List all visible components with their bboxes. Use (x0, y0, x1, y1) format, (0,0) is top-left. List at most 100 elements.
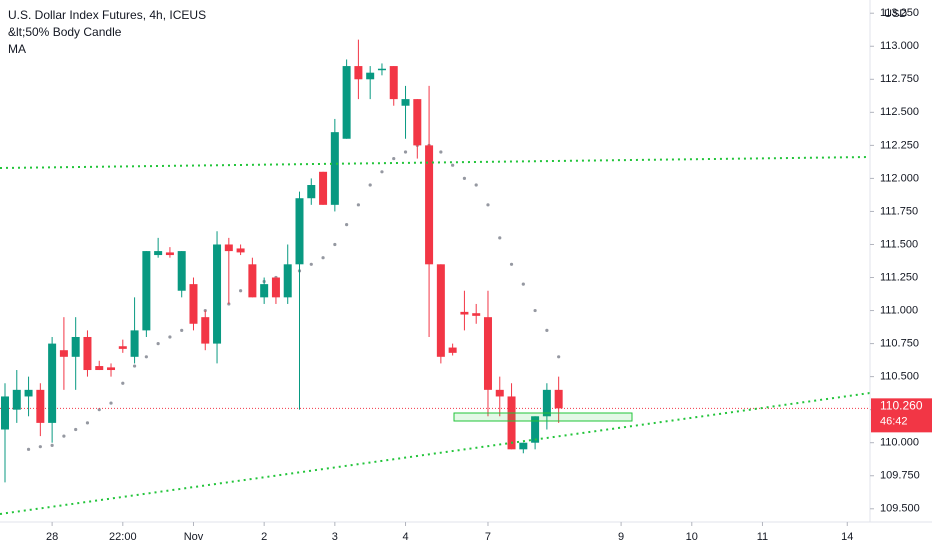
candle-body (213, 244, 222, 344)
ma-dot (545, 328, 549, 332)
y-tick-label: 110.750 (880, 338, 919, 350)
ma-dot (509, 262, 514, 266)
candle-body (483, 317, 492, 390)
trendline-upper (0, 156, 871, 169)
ma-dot (392, 156, 396, 161)
candle-body (319, 171, 328, 205)
indicator-label: &lt;50% Body Candle (8, 25, 122, 39)
ma-dot (451, 163, 455, 167)
ma-dot (356, 203, 360, 207)
x-tick-label: 14 (841, 531, 853, 543)
ma-dot (486, 203, 490, 207)
x-tick-label: 11 (757, 531, 768, 543)
ma-dot (144, 355, 148, 359)
candle-body (283, 264, 292, 298)
candle-body (531, 416, 540, 443)
candle-body (460, 311, 469, 315)
x-tick-label: 4 (402, 531, 408, 543)
y-tick-label: 112.750 (880, 73, 919, 85)
ma-dot (50, 443, 54, 447)
candle-body (354, 66, 363, 80)
ma-dot (74, 427, 78, 432)
ma-dot (85, 421, 90, 425)
ma-dot (403, 150, 408, 154)
candle-body (271, 277, 280, 298)
ma-dot (97, 408, 101, 412)
support-zone (453, 412, 633, 422)
last-price-box (871, 398, 932, 433)
candle-body (342, 66, 351, 139)
candle-body (71, 336, 80, 357)
ma-dot (474, 183, 478, 187)
candle-body (413, 99, 422, 146)
x-tick-label: 22:00 (109, 531, 137, 543)
ma-dot (439, 150, 443, 154)
candle-body (389, 66, 398, 100)
candle-body (189, 284, 198, 324)
y-tick-label: 109.500 (880, 503, 920, 515)
candle-body (130, 330, 139, 357)
candle-body (401, 99, 410, 106)
candle-body (95, 366, 104, 371)
candle-body (83, 336, 92, 371)
ma-dot (498, 236, 502, 240)
x-tick-label: 10 (686, 531, 698, 543)
y-tick-label: 110.000 (880, 437, 919, 449)
y-tick-label: 111.000 (880, 304, 918, 316)
candle-body (201, 317, 210, 344)
candle-body (307, 185, 316, 199)
countdown-label: 46:42 (880, 415, 908, 427)
y-tick-label: 109.750 (880, 470, 920, 482)
candle-body (59, 350, 68, 357)
ma-dot (557, 355, 561, 359)
y-tick-label: 113.000 (880, 40, 919, 52)
ma-dot (38, 445, 42, 449)
ma-dot (156, 341, 160, 346)
ma-dot (109, 401, 113, 405)
y-tick-label: 111.500 (880, 238, 918, 250)
candle-body (377, 68, 386, 71)
currency-label: USD (884, 8, 907, 20)
candle-body (507, 396, 516, 450)
candle-body (118, 346, 127, 349)
ma-dot (462, 176, 467, 181)
ma-dot (168, 335, 172, 339)
candle-body (472, 313, 481, 316)
chart-title: U.S. Dollar Index Futures, 4h, ICEUS (8, 8, 206, 22)
candle-body (24, 389, 33, 397)
candle-body (260, 284, 269, 298)
candle-body (177, 251, 186, 291)
ma-dot (321, 256, 325, 260)
x-tick-label: 3 (332, 531, 338, 543)
ma-dot (180, 328, 184, 332)
candle-body (236, 248, 245, 253)
candle-body (1, 396, 9, 430)
candle-body (107, 367, 116, 371)
y-tick-label: 113.250 (880, 7, 919, 19)
plot-area (0, 39, 870, 483)
candle-body (330, 132, 339, 205)
candle-body (495, 389, 504, 397)
indicator-label: MA (8, 42, 26, 56)
y-tick-label: 112.500 (880, 106, 919, 118)
candle-body (542, 389, 551, 417)
candle-body (519, 442, 528, 450)
x-tick-label: 2 (261, 531, 267, 543)
ma-dot (132, 364, 137, 368)
candle-body (12, 389, 21, 410)
candle-body (554, 389, 563, 409)
candle-body (48, 343, 57, 423)
candle-body (436, 264, 445, 357)
ma-dot (533, 308, 537, 313)
ma-dot (62, 434, 66, 438)
ma-dot (309, 262, 313, 266)
x-tick-label: 28 (46, 531, 58, 543)
x-tick-label: 7 (485, 531, 491, 543)
ma-dot (345, 223, 349, 227)
candle-body (224, 244, 233, 252)
ma-dot (121, 381, 125, 385)
candle-body (366, 72, 375, 80)
y-tick-label: 110.500 (880, 371, 919, 383)
